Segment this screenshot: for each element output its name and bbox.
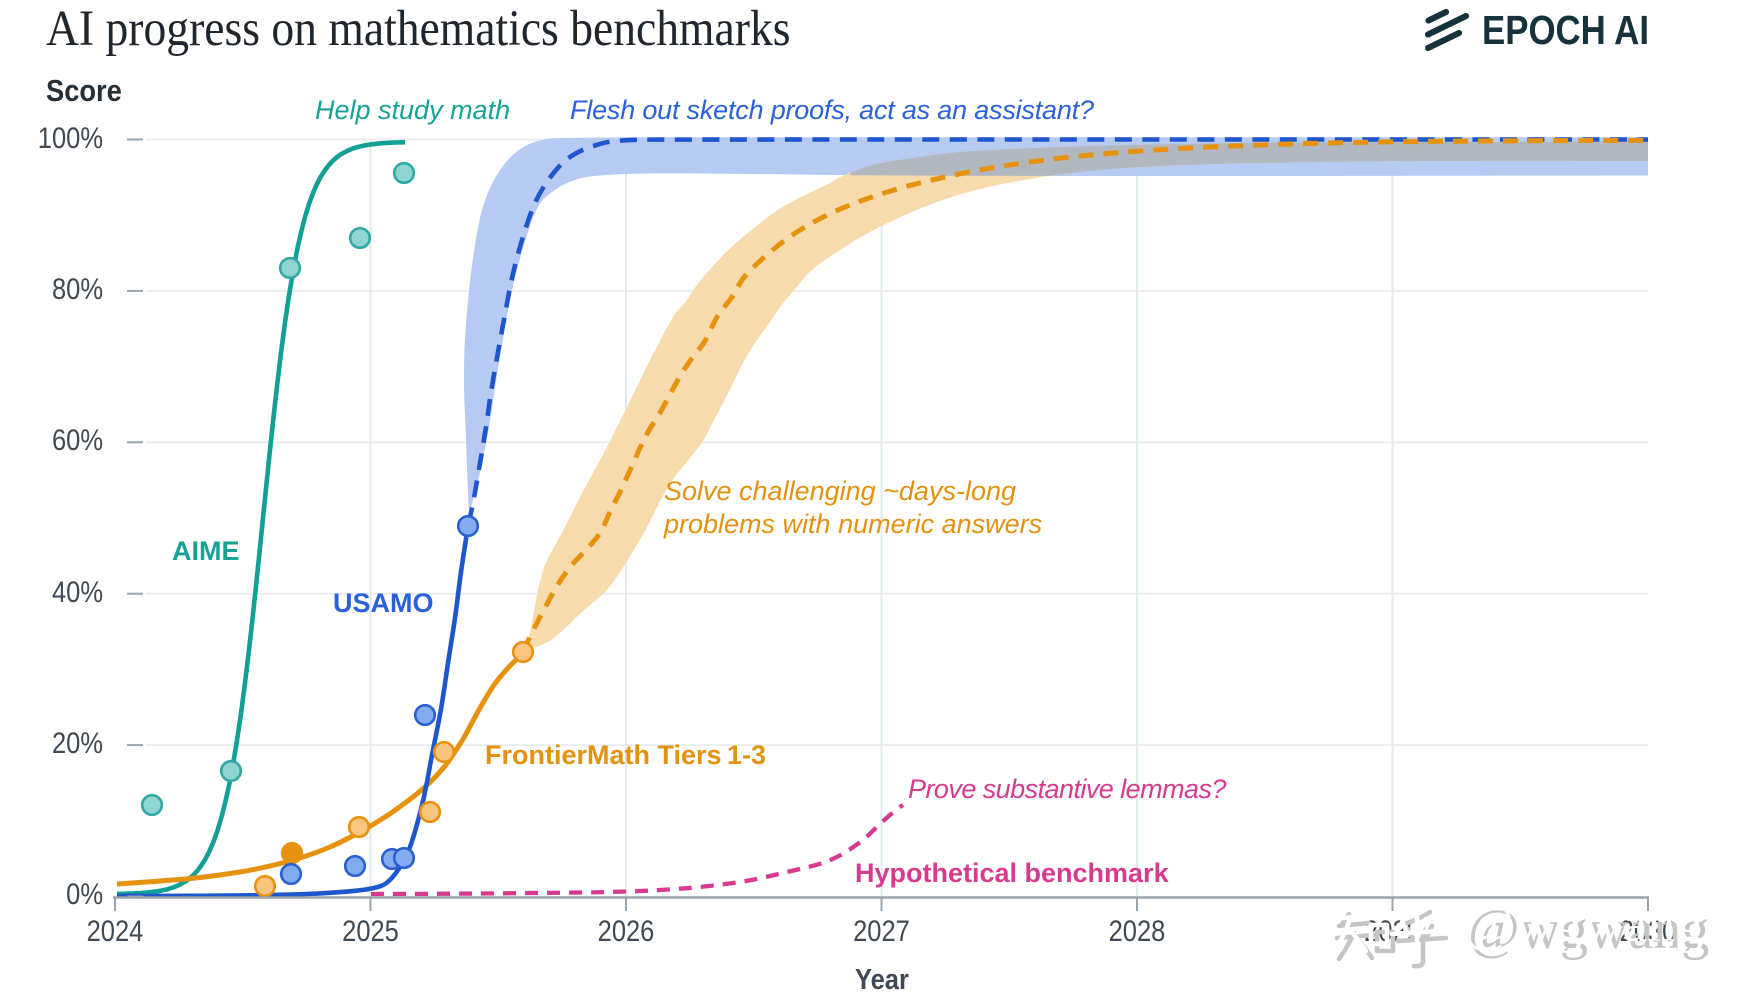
svg-text:EPOCH AI: EPOCH AI xyxy=(1482,7,1649,53)
svg-text:2024: 2024 xyxy=(87,914,144,947)
svg-text:2027: 2027 xyxy=(853,914,910,947)
svg-text:2030: 2030 xyxy=(1620,914,1677,947)
svg-text:80%: 80% xyxy=(52,272,103,305)
svg-text:100%: 100% xyxy=(38,121,103,154)
svg-text:40%: 40% xyxy=(52,575,103,608)
svg-text:0%: 0% xyxy=(66,877,103,910)
svg-text:2028: 2028 xyxy=(1109,914,1166,947)
svg-text:@wgwang: @wgwang xyxy=(1468,899,1709,961)
svg-text:2025: 2025 xyxy=(342,914,399,947)
svg-text:2026: 2026 xyxy=(598,914,655,947)
svg-text:20%: 20% xyxy=(52,726,103,759)
svg-text:60%: 60% xyxy=(52,423,103,456)
svg-text:@wgwang: @wgwang xyxy=(1462,892,1703,954)
